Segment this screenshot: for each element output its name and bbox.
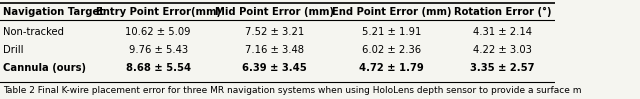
Text: Table 2 Final K-wire placement error for three MR navigation systems when using : Table 2 Final K-wire placement error for… [3,86,581,95]
Text: 5.21 ± 1.91: 5.21 ± 1.91 [362,27,421,37]
Text: Mid Point Error (mm): Mid Point Error (mm) [215,7,334,17]
Text: Drill: Drill [3,44,23,55]
Text: 10.62 ± 5.09: 10.62 ± 5.09 [125,27,191,37]
Text: 9.76 ± 5.43: 9.76 ± 5.43 [129,44,188,55]
Text: 4.31 ± 2.14: 4.31 ± 2.14 [473,27,532,37]
Text: Rotation Error (°): Rotation Error (°) [454,7,551,17]
Text: 6.39 ± 3.45: 6.39 ± 3.45 [243,63,307,73]
Text: Cannula (ours): Cannula (ours) [3,63,86,73]
Text: 7.16 ± 3.48: 7.16 ± 3.48 [245,44,304,55]
Text: Non-tracked: Non-tracked [3,27,64,37]
Text: 4.22 ± 3.03: 4.22 ± 3.03 [473,44,532,55]
Text: 6.02 ± 2.36: 6.02 ± 2.36 [362,44,421,55]
Text: Navigation Target: Navigation Target [3,7,104,17]
Text: End Point Error (mm): End Point Error (mm) [332,7,451,17]
Text: Entry Point Error(mm): Entry Point Error(mm) [96,7,221,17]
Text: 4.72 ± 1.79: 4.72 ± 1.79 [359,63,424,73]
Text: 8.68 ± 5.54: 8.68 ± 5.54 [125,63,191,73]
Text: 3.35 ± 2.57: 3.35 ± 2.57 [470,63,534,73]
Text: 7.52 ± 3.21: 7.52 ± 3.21 [245,27,305,37]
